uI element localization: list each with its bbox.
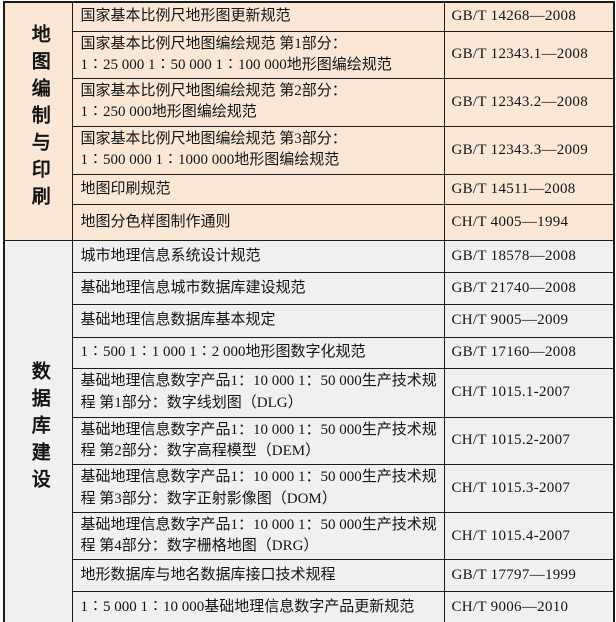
standard-name: 基础地理信息数字产品1：10 000 1：50 000生产技术规程 第4部分：数… xyxy=(71,511,445,561)
table-row: 地图印刷规范 GB/T 14511—2008 xyxy=(4,173,615,205)
standard-code: CH/T 1015.4-2007 xyxy=(443,511,615,561)
standard-name: 基础地理信息城市数据库建设规范 xyxy=(71,271,445,305)
table-row: 基础地理信息数字产品1：10 000 1：50 000生产技术规程 第2部分：数… xyxy=(4,416,615,466)
standard-name: 地图印刷规范 xyxy=(71,173,445,205)
standard-code: GB/T 21740—2008 xyxy=(443,271,615,305)
category-cell-map-compilation: 地图编制与印刷 xyxy=(3,1,73,241)
category-label: 数据库建设 xyxy=(28,361,50,497)
standard-name: 基础地理信息数字产品1：10 000 1：50 000生产技术规程 第3部分：数… xyxy=(71,464,445,513)
standard-name: 国家基本比例尺地图编绘规范 第2部分： 1∶250 000地形图编绘规范 xyxy=(71,78,445,127)
standard-name: 基础地理信息数字产品1：10 000 1：50 000生产技术规程 第2部分：数… xyxy=(71,416,445,466)
table-row: 地图编制与印刷 国家基本比例尺地形图更新规范 GB/T 14268—2008 xyxy=(3,1,615,241)
standard-code: GB/T 14511—2008 xyxy=(443,173,615,205)
category-cell-database: 数据库建设 xyxy=(3,239,73,622)
standard-code: GB/T 18578—2008 xyxy=(443,239,615,273)
standard-name: 城市地理信息系统设计规范 xyxy=(71,239,445,273)
table-row: 基础地理信息数字产品1：10 000 1：50 000生产技术规程 第1部分：数… xyxy=(4,367,615,418)
standard-code: GB/T 14268—2008 xyxy=(443,1,615,32)
table-row: 基础地理信息数据库基本规定 CH/T 9005—2009 xyxy=(4,303,615,338)
table-row: 基础地理信息城市数据库建设规范 GB/T 21740—2008 xyxy=(4,271,615,305)
table-row: 1∶5 000 1∶10 000基础地理信息数字产品更新规范 CH/T 9006… xyxy=(4,591,615,622)
standard-name: 国家基本比例尺地形图更新规范 xyxy=(71,1,445,32)
table-row: 基础地理信息数字产品1：10 000 1：50 000生产技术规程 第4部分：数… xyxy=(4,511,615,561)
standards-table: 地图编制与印刷 国家基本比例尺地形图更新规范 GB/T 14268—2008 国… xyxy=(3,1,615,622)
standard-name: 1∶500 1∶1 000 1∶2 000地形图数字化规范 xyxy=(71,336,445,369)
table-row: 1∶500 1∶1 000 1∶2 000地形图数字化规范 GB/T 17160… xyxy=(4,336,615,369)
table-row: 国家基本比例尺地图编绘规范 第2部分： 1∶250 000地形图编绘规范 GB/… xyxy=(4,78,615,127)
standard-code: GB/T 17797—1999 xyxy=(443,559,615,593)
standard-name: 国家基本比例尺地图编绘规范 第3部分： 1∶500 000 1∶1000 000… xyxy=(71,125,445,175)
table-row: 基础地理信息数字产品1：10 000 1：50 000生产技术规程 第3部分：数… xyxy=(4,464,615,513)
table-row: 数据库建设 城市地理信息系统设计规范 GB/T 18578—2008 xyxy=(3,239,615,622)
standard-name: 基础地理信息数字产品1：10 000 1：50 000生产技术规程 第1部分：数… xyxy=(71,367,445,418)
standard-code: GB/T 12343.1—2008 xyxy=(443,30,615,80)
standard-name: 1∶5 000 1∶10 000基础地理信息数字产品更新规范 xyxy=(71,591,445,622)
standard-name: 基础地理信息数据库基本规定 xyxy=(71,303,445,338)
table-row: 国家基本比例尺地图编绘规范 第1部分： 1∶25 000 1∶50 000 1∶… xyxy=(4,30,615,80)
standard-name: 地形数据库与地名数据库接口技术规程 xyxy=(71,559,445,593)
table-row: 地形数据库与地名数据库接口技术规程 GB/T 17797—1999 xyxy=(4,559,615,593)
standard-code: CH/T 9006—2010 xyxy=(443,591,615,622)
table-row: 地图分色样图制作通则 CH/T 4005—1994 xyxy=(4,203,615,241)
standard-code: GB/T 12343.3—2009 xyxy=(443,125,615,175)
table-row: 国家基本比例尺地图编绘规范 第3部分： 1∶500 000 1∶1000 000… xyxy=(4,125,615,175)
standard-code: GB/T 17160—2008 xyxy=(443,336,615,369)
standard-code: CH/T 4005—1994 xyxy=(443,203,615,241)
standard-code: CH/T 1015.3-2007 xyxy=(443,464,615,513)
standard-code: CH/T 1015.1-2007 xyxy=(443,367,615,418)
standard-code: CH/T 1015.2-2007 xyxy=(443,416,615,466)
standard-name: 地图分色样图制作通则 xyxy=(71,203,445,241)
standard-code: CH/T 9005—2009 xyxy=(443,303,615,338)
standard-name: 国家基本比例尺地图编绘规范 第1部分： 1∶25 000 1∶50 000 1∶… xyxy=(71,30,445,80)
standard-code: GB/T 12343.2—2008 xyxy=(443,78,615,127)
category-label: 地图编制与印刷 xyxy=(28,24,50,214)
